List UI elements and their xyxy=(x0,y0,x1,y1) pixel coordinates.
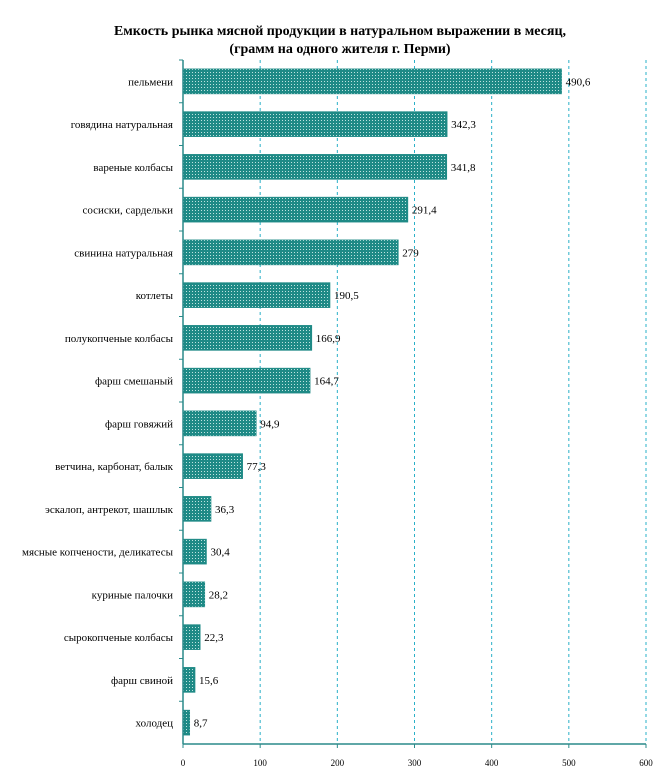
value-label: 36,3 xyxy=(215,504,235,516)
chart-title: Емкость рынка мясной продукции в натурал… xyxy=(114,24,566,57)
category-label: говядина натуральная xyxy=(71,119,173,131)
bars xyxy=(182,68,562,736)
value-label: 279 xyxy=(402,247,419,259)
x-tick-label: 400 xyxy=(485,758,499,768)
bar xyxy=(182,709,191,736)
category-label: фарш смешаный xyxy=(95,376,173,388)
value-label: 8,7 xyxy=(194,718,208,730)
category-label: свинина натуральная xyxy=(74,247,173,259)
value-label: 30,4 xyxy=(210,547,230,559)
x-tick-label: 100 xyxy=(253,758,267,768)
bar xyxy=(182,538,207,565)
bar xyxy=(182,453,243,479)
x-tick-label: 200 xyxy=(331,758,345,768)
value-label: 166,9 xyxy=(316,333,341,345)
category-label: котлеты xyxy=(136,290,174,302)
value-label: 94,9 xyxy=(260,418,280,430)
category-label: полукопченые колбасы xyxy=(65,333,174,345)
bar xyxy=(182,68,562,95)
axes xyxy=(179,59,647,748)
bar xyxy=(182,196,409,223)
bar xyxy=(182,667,196,693)
value-label: 164,7 xyxy=(314,376,339,388)
x-tick-label: 500 xyxy=(562,758,576,768)
category-label: мясные копчености, деликатесы xyxy=(22,547,174,559)
x-tick-label: 300 xyxy=(408,758,422,768)
category-label: куриные палочки xyxy=(92,589,173,601)
category-label: холодец xyxy=(136,718,174,730)
value-label: 342,3 xyxy=(451,119,476,131)
category-label: сырокопченые колбасы xyxy=(64,632,174,644)
bar xyxy=(182,111,448,137)
category-label: эскалоп, антрекот, шашлык xyxy=(45,504,174,516)
bar xyxy=(182,496,212,522)
labels: пельмени 490,6 говядина натуральная 342,3 ва… xyxy=(22,76,653,768)
value-label: 190,5 xyxy=(334,290,359,302)
chart-title-line-1: Емкость рынка мясной продукции в натурал… xyxy=(114,24,566,39)
category-label: фарш свиной xyxy=(111,675,173,687)
bar xyxy=(182,325,313,351)
value-label: 22,3 xyxy=(204,632,224,644)
bar xyxy=(182,154,448,180)
category-label: вареные колбасы xyxy=(93,162,173,174)
bar xyxy=(182,410,257,437)
bar xyxy=(182,624,201,650)
category-label: фарш говяжий xyxy=(105,418,173,430)
x-tick-label: 0 xyxy=(181,758,186,768)
x-tick-label: 600 xyxy=(639,758,653,768)
category-label: ветчина, карбонат, балык xyxy=(55,461,174,473)
bar xyxy=(182,367,311,394)
value-label: 77,3 xyxy=(247,461,267,473)
bar xyxy=(182,581,206,608)
category-label: сосиски, сардельки xyxy=(82,205,173,217)
value-label: 15,6 xyxy=(199,675,219,687)
bar xyxy=(182,239,399,266)
value-label: 291,4 xyxy=(412,205,437,217)
bar xyxy=(182,282,331,308)
value-label: 28,2 xyxy=(209,589,228,601)
category-label: пельмени xyxy=(128,76,173,88)
chart-title-line-2: (грамм на одного жителя г. Перми) xyxy=(229,42,450,57)
value-label: 341,8 xyxy=(451,162,476,174)
value-label: 490,6 xyxy=(566,76,591,88)
